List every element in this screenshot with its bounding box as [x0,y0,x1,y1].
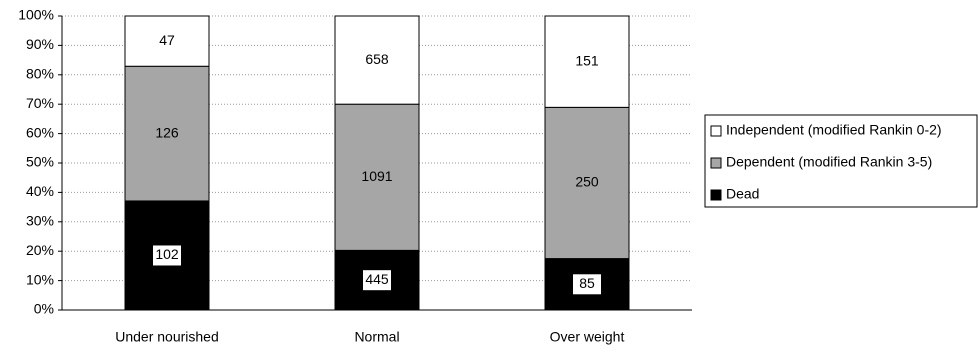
label-bg [573,274,601,295]
x-tick-label: Over weight [550,329,625,345]
y-tick-label: 70% [26,95,54,111]
legend-swatch [710,125,722,137]
y-tick-label: 90% [26,36,54,52]
data-label: 1091 [361,168,392,184]
y-tick-label: 30% [26,213,54,229]
label-bg [363,270,391,291]
legend-label: Dead [726,186,759,202]
legend-swatch [710,189,722,201]
y-tick-label: 60% [26,124,54,140]
data-label: 126 [155,124,179,140]
y-tick-label: 100% [18,7,54,23]
y-tick-label: 20% [26,242,54,258]
data-label: 445 [365,271,389,287]
y-tick-label: 0% [34,301,54,317]
data-label: 47 [159,32,175,48]
legend-swatch [710,157,722,169]
y-tick-label: 50% [26,154,54,170]
y-tick-label: 10% [26,271,54,287]
label-bg [153,245,181,266]
data-label: 102 [155,246,179,262]
data-label: 151 [575,52,599,68]
legend-label: Independent (modified Rankin 0-2) [726,122,942,138]
x-tick-label: Under nourished [115,329,219,345]
y-tick-label: 80% [26,66,54,82]
bar-segment [544,15,630,108]
data-label: 658 [365,51,389,67]
bar-segment [544,106,630,260]
bar-segment [124,65,210,202]
legend-box [704,114,978,208]
bar-segment [124,15,210,67]
data-label: 85 [579,275,595,291]
x-tick-label: Normal [354,329,399,345]
bar-segment [334,103,420,251]
legend-label: Dependent (modified Rankin 3-5) [726,154,932,170]
data-label: 250 [575,174,599,190]
y-tick-label: 40% [26,183,54,199]
bar-segment [334,15,420,105]
